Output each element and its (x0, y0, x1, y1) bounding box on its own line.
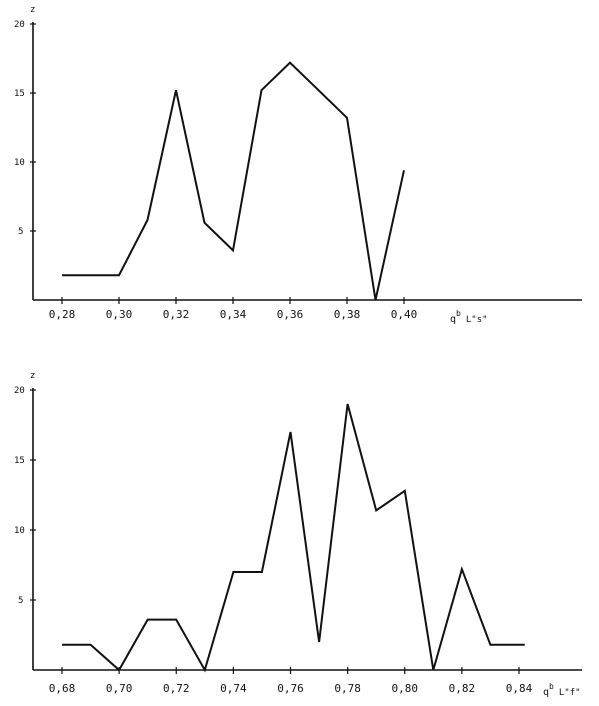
x-tick-label: 0,30 (106, 308, 133, 321)
y-axis-label: z (30, 5, 35, 15)
y-tick-label: 10 (14, 526, 25, 536)
y-tick-label: 15 (14, 456, 25, 466)
y-tick-label: 20 (14, 20, 25, 30)
y-axis-label: z (30, 371, 35, 381)
x-tick-label: 0,76 (277, 682, 304, 695)
x-tick-label: 0,36 (277, 308, 304, 321)
y-tick-label: 5 (18, 596, 23, 606)
x-tick-label: 0,82 (449, 682, 476, 695)
x-tick-label: 0,38 (334, 308, 361, 321)
x-tick-label: 0,70 (106, 682, 133, 695)
x-tick-label: 0,78 (334, 682, 361, 695)
x-tick-label: 0,28 (49, 308, 76, 321)
y-tick-label: 5 (18, 227, 23, 237)
chart-top: 5 10 15 20 z 0,28 0,30 0,32 0,34 0,36 0,38 0,40 qbL"… (14, 5, 582, 325)
x-tick-label: 0,68 (49, 682, 76, 695)
series-line (62, 403, 525, 673)
x-tick-label: 0,72 (163, 682, 190, 695)
x-axis-label: qbL"s" (450, 309, 488, 325)
x-tick-label: 0,32 (163, 308, 190, 321)
x-tick-label: 0,34 (220, 308, 247, 321)
x-tick-label: 0,74 (220, 682, 247, 695)
y-tick-label: 15 (14, 89, 25, 99)
x-tick-label: 0,80 (392, 682, 419, 695)
x-tick-label: 0,84 (506, 682, 533, 695)
x-axis-label: qbL"f" (543, 682, 581, 698)
x-tick-label: 0,40 (391, 308, 418, 321)
series-line (62, 61, 405, 301)
y-tick-label: 10 (14, 158, 25, 168)
y-tick-label: 20 (14, 386, 25, 396)
chart-bottom: 5 10 15 20 z 0,68 0,70 0,72 0,74 0,76 0,78 0,80 0,82… (14, 371, 582, 698)
